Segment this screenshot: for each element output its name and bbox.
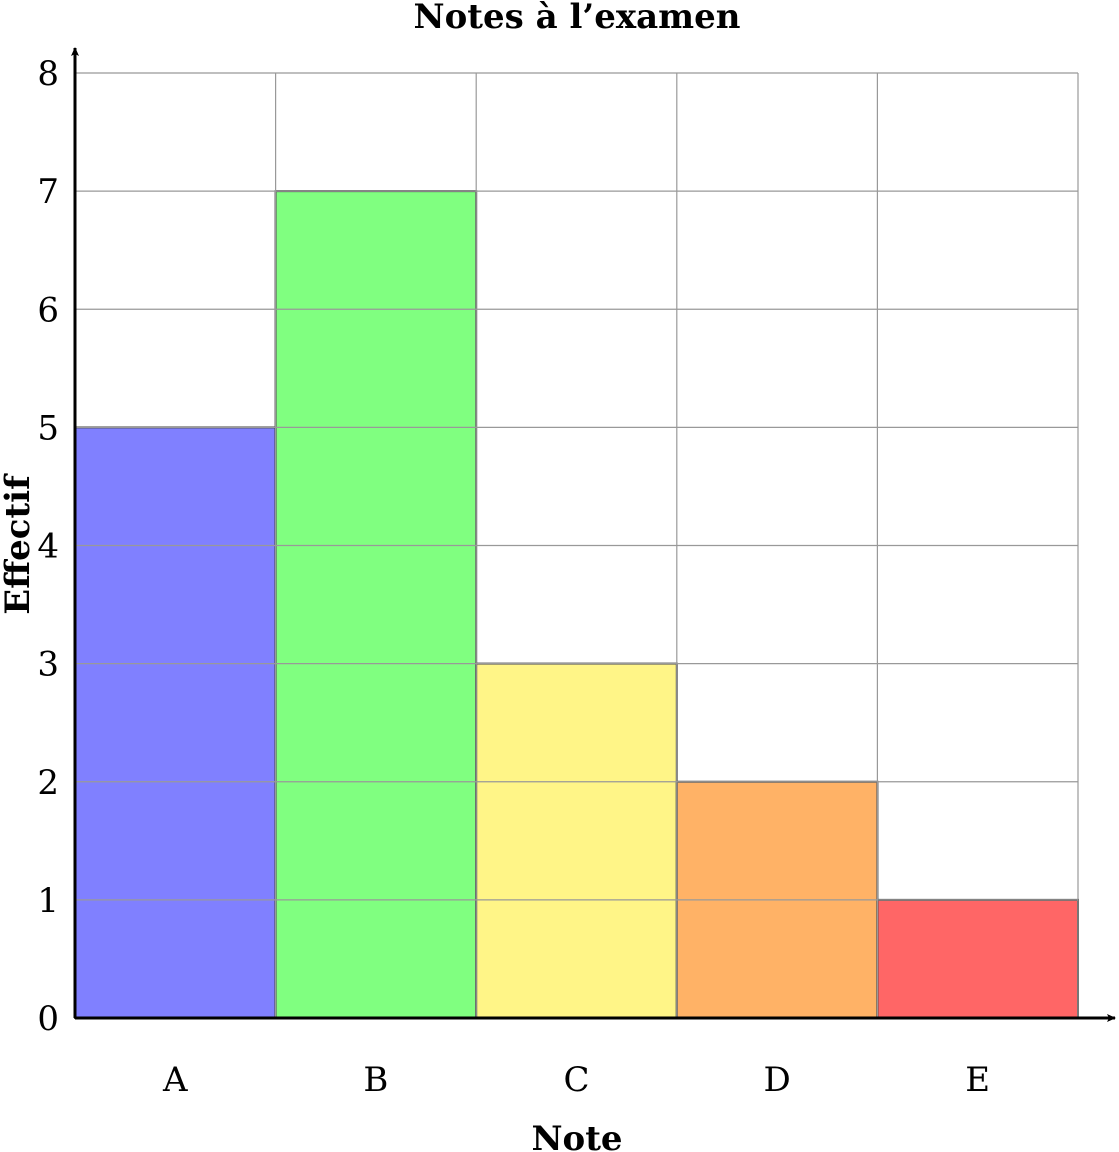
x-tick-label: A [162, 1060, 188, 1100]
y-tick-label: 5 [37, 408, 59, 448]
y-tick-label: 7 [37, 172, 59, 212]
y-tick-label: 4 [37, 527, 59, 567]
grid-layer [75, 72, 1079, 1018]
bar-E [876, 898, 1080, 1019]
y-tick-label: 8 [37, 54, 59, 94]
axes-layer [71, 47, 1116, 1022]
x-axis-label: Note [531, 1119, 622, 1152]
y-tick-label: 1 [37, 881, 59, 921]
x-tick-label: B [363, 1060, 388, 1100]
x-tick-label: D [763, 1060, 790, 1100]
tick-labels: 0 1 2 3 4 5 6 7 8 A B C D E [37, 54, 990, 1100]
y-tick-label: 6 [37, 290, 59, 330]
bars-layer [74, 190, 1080, 1019]
x-tick-label: E [965, 1060, 990, 1100]
chart-title: Notes à l’examen [414, 0, 741, 37]
y-axis-label: Effectif [0, 473, 38, 615]
y-tick-label: 2 [37, 763, 59, 803]
y-tick-label: 0 [37, 999, 59, 1039]
bar-B [274, 190, 478, 1019]
x-tick-label: C [563, 1060, 589, 1100]
y-tick-label: 3 [37, 645, 59, 685]
bar-A [74, 426, 277, 1019]
bar-C [475, 662, 678, 1019]
